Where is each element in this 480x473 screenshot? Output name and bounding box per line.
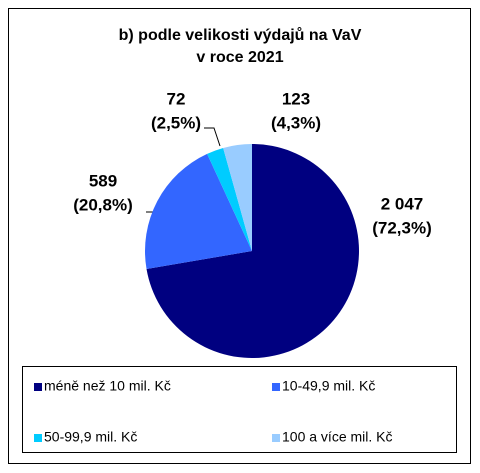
value-label: 2 047	[381, 194, 424, 213]
legend-label: méně než 10 mil. Kč	[44, 378, 171, 394]
value-label: 123	[282, 89, 310, 108]
percent-label: (2,5%)	[151, 113, 201, 132]
legend-swatch	[34, 383, 42, 391]
value-label: 72	[167, 89, 186, 108]
legend-box	[22, 366, 457, 453]
legend-swatch	[34, 434, 42, 442]
legend-label: 100 a více mil. Kč	[282, 429, 393, 445]
pie-slice	[207, 147, 252, 251]
chart-subtitle: v roce 2021	[196, 49, 283, 66]
legend-label: 50-99,9 mil. Kč	[44, 429, 137, 445]
legend-label: 10-49,9 mil. Kč	[282, 378, 375, 394]
chart-title: b) podle velikosti výdajů na VaV	[119, 27, 362, 44]
leader-line	[204, 127, 221, 147]
percent-label: (20,8%)	[73, 195, 133, 214]
pie-slice	[145, 153, 252, 270]
percent-label: (72,3%)	[372, 218, 432, 237]
legend-swatch	[272, 434, 280, 442]
legend-swatch	[272, 383, 280, 391]
pie-slice	[223, 144, 252, 251]
percent-label: (4,3%)	[271, 113, 321, 132]
pie-slice	[146, 144, 359, 359]
value-label: 589	[89, 171, 117, 190]
